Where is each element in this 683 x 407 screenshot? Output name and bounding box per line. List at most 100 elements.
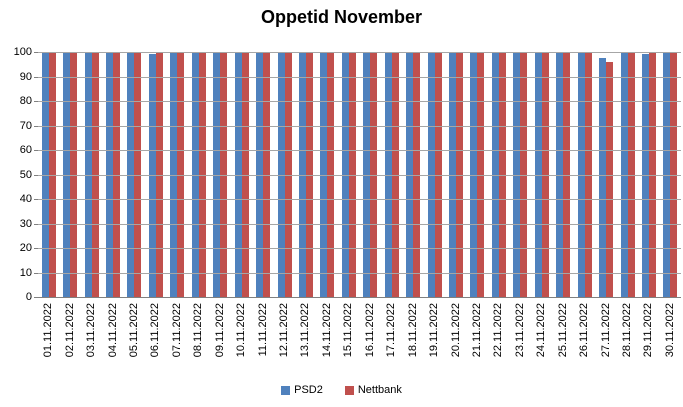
- y-axis-label-100: 100: [13, 46, 32, 58]
- x-axis-label: 04.11.2022: [106, 303, 119, 358]
- y-tick-100: [34, 52, 38, 53]
- x-axis-label: 21.11.2022: [470, 303, 483, 358]
- x-axis-label: 19.11.2022: [428, 303, 441, 358]
- x-label-cell-08.11.2022: 08.11.2022: [188, 303, 209, 383]
- x-label-cell-26.11.2022: 26.11.2022: [574, 303, 595, 383]
- legend-label: PSD2: [294, 384, 323, 396]
- bar-group-27.11.2022: [595, 52, 616, 297]
- x-axis-label: 26.11.2022: [578, 303, 591, 358]
- chart-legend: PSD2 Nettbank: [0, 384, 683, 396]
- chart-title: Oppetid November: [260, 7, 423, 27]
- x-axis-label: 09.11.2022: [213, 303, 226, 358]
- gridline-100: [38, 52, 681, 53]
- x-label-cell-02.11.2022: 02.11.2022: [59, 303, 80, 383]
- x-label-cell-27.11.2022: 27.11.2022: [595, 303, 616, 383]
- x-label-cell-18.11.2022: 18.11.2022: [402, 303, 423, 383]
- y-tick-10: [34, 272, 38, 274]
- x-label-cell-04.11.2022: 04.11.2022: [102, 303, 123, 383]
- x-axis-label: 12.11.2022: [278, 303, 291, 358]
- y-tick-60: [34, 150, 38, 151]
- y-tick-0: [34, 297, 38, 298]
- bar-psd2-27.11.2022: [599, 58, 607, 297]
- x-label-cell-10.11.2022: 10.11.2022: [231, 303, 252, 383]
- x-axis-label: 30.11.2022: [663, 303, 676, 358]
- y-tick-40: [34, 199, 38, 200]
- x-label-cell-11.11.2022: 11.11.2022: [252, 303, 273, 383]
- x-axis-label: 15.11.2022: [342, 303, 355, 358]
- y-axis-label-90: 90: [19, 70, 32, 83]
- gridline-70: [38, 125, 681, 127]
- y-axis-label-10: 10: [19, 266, 32, 279]
- x-label-cell-25.11.2022: 25.11.2022: [553, 303, 574, 383]
- x-axis-line: [38, 297, 681, 298]
- y-tick-50: [34, 174, 38, 176]
- x-axis-label: 11.11.2022: [256, 303, 269, 357]
- x-axis-label: 07.11.2022: [170, 303, 183, 358]
- y-tick-80: [34, 101, 38, 102]
- y-tick-20: [34, 248, 38, 249]
- x-axis-label: 02.11.2022: [63, 303, 76, 358]
- gridline-50: [38, 174, 681, 176]
- x-axis-label: 22.11.2022: [492, 303, 505, 358]
- legend-item-nettbank: Nettbank: [344, 384, 402, 396]
- x-axis-label: 16.11.2022: [363, 303, 376, 358]
- x-axis-label: 24.11.2022: [535, 303, 548, 358]
- x-label-cell-29.11.2022: 29.11.2022: [638, 303, 659, 383]
- x-label-cell-16.11.2022: 16.11.2022: [360, 303, 381, 383]
- y-axis-label-70: 70: [19, 119, 32, 132]
- x-axis-label: 27.11.2022: [599, 303, 612, 358]
- x-axis-label: 03.11.2022: [85, 303, 98, 358]
- y-axis-label-80: 80: [19, 95, 32, 107]
- x-axis-label: 14.11.2022: [320, 303, 333, 358]
- x-axis-label: 06.11.2022: [149, 303, 162, 358]
- y-axis-label-0: 0: [25, 291, 32, 303]
- bar-nettbank-27.11.2022: [606, 61, 614, 297]
- legend-swatch-nettbank: [344, 385, 354, 395]
- x-label-cell-14.11.2022: 14.11.2022: [317, 303, 338, 383]
- x-label-cell-01.11.2022: 01.11.2022: [38, 303, 59, 383]
- x-axis-label: 20.11.2022: [449, 303, 462, 358]
- x-label-cell-21.11.2022: 21.11.2022: [467, 303, 488, 383]
- y-axis-label-60: 60: [19, 144, 32, 156]
- x-axis-label: 25.11.2022: [556, 303, 569, 358]
- x-label-cell-09.11.2022: 09.11.2022: [210, 303, 231, 383]
- gridline-60: [38, 150, 681, 151]
- y-axis-label-50: 50: [19, 168, 32, 181]
- legend-swatch-psd2: [281, 385, 291, 395]
- gridline-90: [38, 76, 681, 78]
- bar-psd2-06.11.2022: [148, 54, 156, 297]
- x-axis-label: 18.11.2022: [406, 303, 419, 358]
- gridline-40: [38, 199, 681, 200]
- x-label-cell-05.11.2022: 05.11.2022: [124, 303, 145, 383]
- x-label-cell-13.11.2022: 13.11.2022: [295, 303, 316, 383]
- x-axis-label: 29.11.2022: [642, 303, 655, 358]
- bar-psd2-29.11.2022: [641, 54, 649, 297]
- gridline-30: [38, 223, 681, 225]
- x-label-cell-19.11.2022: 19.11.2022: [424, 303, 445, 383]
- x-label-cell-07.11.2022: 07.11.2022: [167, 303, 188, 383]
- x-axis-label: 08.11.2022: [192, 303, 205, 358]
- x-label-cell-06.11.2022: 06.11.2022: [145, 303, 166, 383]
- x-axis-label: 17.11.2022: [385, 303, 398, 358]
- x-label-cell-22.11.2022: 22.11.2022: [488, 303, 509, 383]
- x-label-cell-12.11.2022: 12.11.2022: [274, 303, 295, 383]
- x-label-cell-17.11.2022: 17.11.2022: [381, 303, 402, 383]
- x-axis-label: 13.11.2022: [299, 303, 312, 358]
- x-label-cell-15.11.2022: 15.11.2022: [338, 303, 359, 383]
- y-tick-30: [34, 223, 38, 225]
- y-axis-label-20: 20: [19, 242, 32, 254]
- gridline-10: [38, 272, 681, 274]
- x-axis-label: 05.11.2022: [127, 303, 140, 358]
- x-label-cell-24.11.2022: 24.11.2022: [531, 303, 552, 383]
- legend-item-psd2: PSD2: [281, 384, 323, 396]
- gridline-20: [38, 248, 681, 249]
- x-label-cell-03.11.2022: 03.11.2022: [81, 303, 102, 383]
- x-axis-labels: 01.11.2022 02.11.2022 03.11.2022 04.11.2022…: [38, 303, 681, 383]
- x-axis-label: 01.11.2022: [42, 303, 55, 358]
- x-axis-label: 23.11.2022: [513, 303, 526, 358]
- x-label-cell-20.11.2022: 20.11.2022: [445, 303, 466, 383]
- x-axis-label: 10.11.2022: [235, 303, 248, 358]
- x-label-cell-30.11.2022: 30.11.2022: [660, 303, 681, 383]
- legend-label: Nettbank: [357, 384, 402, 396]
